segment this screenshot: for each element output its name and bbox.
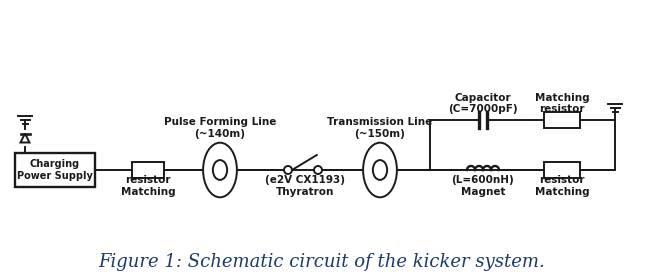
Text: Matching: Matching [121,187,175,197]
Text: Power Supply: Power Supply [17,171,93,181]
Text: (~150m): (~150m) [355,129,406,139]
Text: Pulse Forming Line: Pulse Forming Line [164,117,276,127]
Circle shape [284,166,292,174]
Text: Figure 1: Schematic circuit of the kicker system.: Figure 1: Schematic circuit of the kicke… [99,253,546,271]
Text: (L=600nH): (L=600nH) [451,175,514,185]
Bar [15,153,95,187]
Bar [544,112,580,128]
Ellipse shape [363,143,397,197]
Text: resistor: resistor [539,104,585,114]
Ellipse shape [203,143,237,197]
Text: Thyratron: Thyratron [276,187,334,197]
Text: Transmission Line: Transmission Line [328,117,433,127]
Text: Matching: Matching [535,93,590,103]
Ellipse shape [213,160,227,180]
Ellipse shape [373,160,387,180]
Text: (C=7000pF): (C=7000pF) [448,104,518,114]
Bar [544,162,580,178]
Bar [132,162,164,178]
Circle shape [314,166,322,174]
Text: (~140m): (~140m) [195,129,246,139]
Text: Magnet: Magnet [461,187,505,197]
Text: (e2V CX1193): (e2V CX1193) [265,175,345,185]
Text: Charging: Charging [30,159,80,169]
Text: resistor: resistor [539,175,585,185]
Text: Matching: Matching [535,187,590,197]
Text: Capacitor: Capacitor [455,93,511,103]
Text: resistor: resistor [125,175,171,185]
